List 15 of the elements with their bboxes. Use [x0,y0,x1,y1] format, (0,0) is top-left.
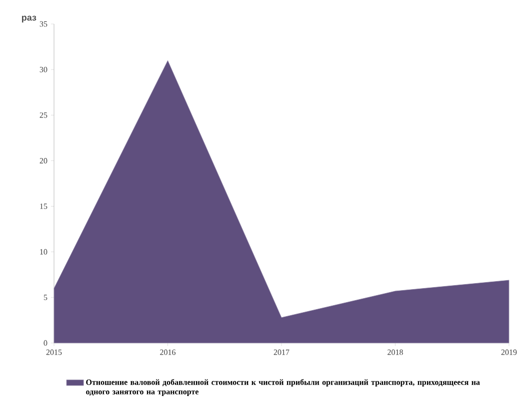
legend-label: Отношение валовой добавленной стоимости к чистой прибыли организаций транспорта, приходящееся на одного занятого на транспорте [86,379,480,396]
y-tick-label: 0 [44,340,48,346]
y-tick-label: 35 [40,21,48,27]
x-tick-label: 2016 [160,350,176,355]
y-tick-label: 5 [44,294,48,300]
y-axis-title: раз [22,16,36,22]
x-tick-label: 2018 [388,350,403,355]
y-tick-label: 10 [40,249,48,255]
y-tick-label: 25 [40,112,48,118]
x-tick-label: 2019 [501,350,517,355]
y-tick-label: 30 [40,66,48,72]
x-tick-label: 2015 [46,350,62,355]
x-tick-label: 2017 [274,350,290,355]
y-tick-label: 15 [40,204,48,209]
y-tick-label: 20 [40,158,48,164]
